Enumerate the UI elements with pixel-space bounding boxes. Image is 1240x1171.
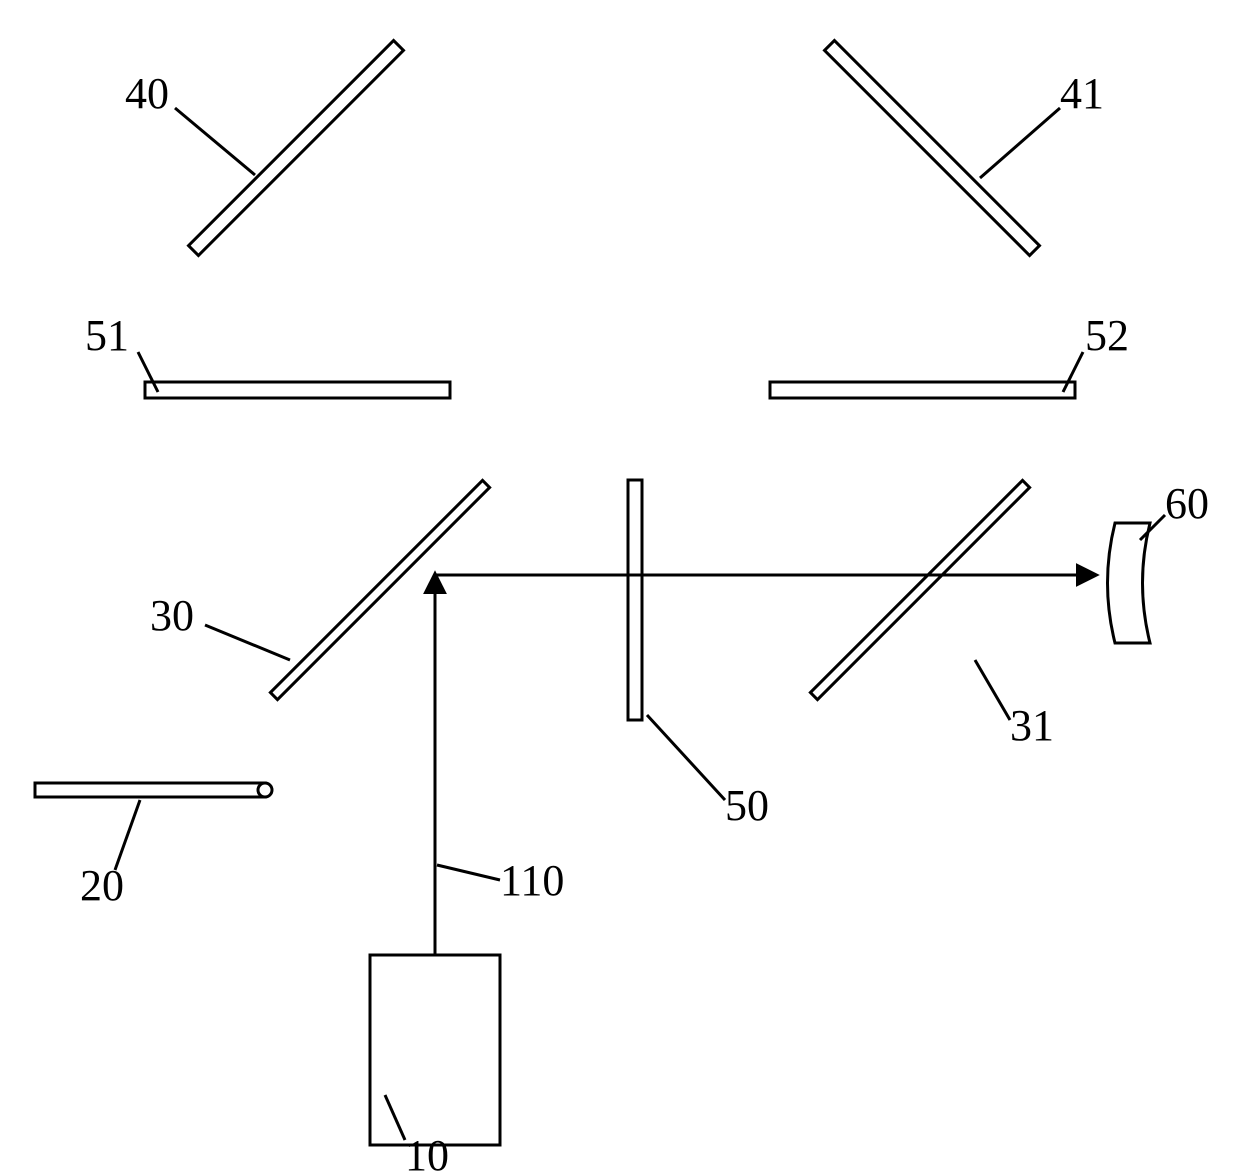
plate-50: 50 <box>628 480 769 830</box>
lens-60-label: 60 <box>1165 479 1209 528</box>
mirror-31: 31 <box>810 480 1054 750</box>
plate-52: 52 <box>770 311 1129 398</box>
rod-20-label: 20 <box>80 861 124 910</box>
mirror-31-label: 31 <box>1010 701 1054 750</box>
mirror-40-label: 40 <box>125 69 169 118</box>
rod-20-leader <box>115 800 140 870</box>
mirror-31-leader <box>975 660 1010 720</box>
rod-20: 20 <box>35 783 272 910</box>
lens-60: 60 <box>1108 479 1210 643</box>
mirror-41: 41 <box>825 41 1104 256</box>
mirror-41-leader <box>980 108 1060 178</box>
plate-50-leader <box>647 715 725 800</box>
mirror-41-shape <box>825 41 1040 256</box>
plate-50-label: 50 <box>725 781 769 830</box>
source-10-label: 10 <box>405 1131 449 1171</box>
plate-50-shape <box>628 480 642 720</box>
rod-20-shape <box>35 783 265 797</box>
mirror-30-shape <box>270 480 489 699</box>
rod-20-dot <box>258 783 272 797</box>
lens-60-shape <box>1108 523 1151 643</box>
plate-51-shape <box>145 382 450 398</box>
source-10-shape <box>370 955 500 1145</box>
mirror-40: 40 <box>125 41 403 256</box>
ray-110-leader <box>437 865 500 880</box>
source-10: 10 <box>370 955 500 1171</box>
mirror-41-label: 41 <box>1060 69 1104 118</box>
plate-52-label: 52 <box>1085 311 1129 360</box>
ray-110-label: 110 <box>500 856 564 905</box>
ray-110: 110 <box>435 575 1095 955</box>
mirror-30: 30 <box>150 480 490 699</box>
mirror-30-label: 30 <box>150 591 194 640</box>
mirror-30-leader <box>205 625 290 660</box>
plate-52-shape <box>770 382 1075 398</box>
mirror-40-leader <box>175 108 255 175</box>
plate-51: 51 <box>85 311 450 398</box>
plate-51-label: 51 <box>85 311 129 360</box>
mirror-31-shape <box>810 480 1029 699</box>
